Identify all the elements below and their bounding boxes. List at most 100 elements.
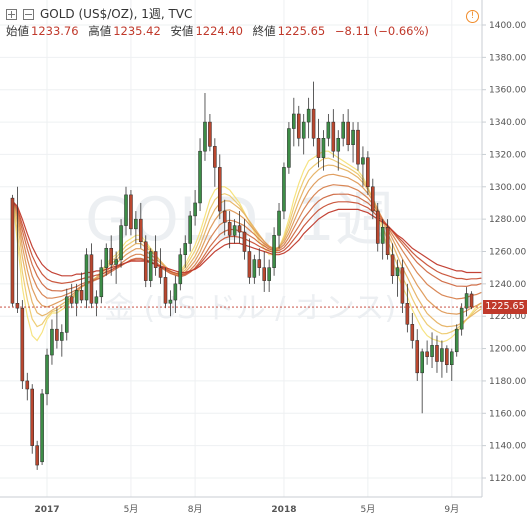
candle-body bbox=[287, 128, 291, 168]
candle-body bbox=[430, 345, 434, 357]
candle-body bbox=[272, 235, 276, 268]
candle-body bbox=[188, 215, 192, 244]
candle-body bbox=[74, 290, 79, 304]
candle-body bbox=[346, 121, 350, 145]
price-tick-label: 1380.00 bbox=[489, 53, 526, 63]
candle-body bbox=[139, 218, 143, 243]
candle-body bbox=[237, 225, 242, 233]
candle-body bbox=[425, 351, 429, 357]
candle-body bbox=[361, 157, 365, 165]
candle-body bbox=[104, 248, 109, 268]
candle-body bbox=[148, 251, 153, 281]
price-tick-label: 1240.00 bbox=[489, 280, 526, 290]
candle-body bbox=[94, 296, 99, 304]
candle-body bbox=[326, 121, 331, 139]
price-tick-label: 1120.00 bbox=[489, 474, 526, 484]
candle-body bbox=[69, 296, 74, 304]
candle-body bbox=[306, 108, 311, 123]
candle-body bbox=[341, 121, 345, 139]
candle-body bbox=[163, 277, 168, 304]
candle-body bbox=[203, 121, 207, 152]
time-tick-label: 5月 bbox=[124, 504, 139, 515]
candle-body bbox=[129, 194, 133, 230]
change-value: −8.11 (−0.66%) bbox=[334, 24, 429, 38]
candle-body bbox=[252, 259, 257, 278]
candle-body bbox=[247, 251, 252, 278]
candle-body bbox=[405, 303, 410, 325]
candle-body bbox=[114, 259, 118, 265]
candle-body bbox=[119, 225, 123, 260]
price-tick-label: 1340.00 bbox=[489, 118, 526, 128]
candle-body bbox=[435, 345, 439, 362]
candle-body bbox=[35, 445, 39, 466]
ohlc-values: 始値 1233.76 高値 1235.42 安値 1224.40 終値 1225.65 … bbox=[6, 23, 435, 39]
price-tick-label: 1220.00 bbox=[489, 312, 526, 322]
candle-body bbox=[178, 254, 183, 285]
price-axis[interactable]: 1400.00 1380.00 1360.00 1340.00 1320.00 1300.… bbox=[482, 21, 526, 484]
candle-body bbox=[213, 146, 217, 168]
price-tick-label: 1320.00 bbox=[489, 150, 526, 160]
candle-body bbox=[390, 254, 395, 277]
candle-body bbox=[296, 113, 301, 139]
candle-body bbox=[153, 251, 158, 268]
candle-body bbox=[292, 113, 296, 129]
candle-body bbox=[183, 243, 188, 255]
candle-body bbox=[410, 324, 415, 341]
candle-body bbox=[55, 328, 59, 341]
candle-body bbox=[316, 138, 321, 158]
price-tick-label: 1200.00 bbox=[489, 345, 526, 355]
low-value: 1224.40 bbox=[195, 24, 243, 38]
candle-body bbox=[450, 351, 454, 365]
candle-body bbox=[420, 351, 424, 374]
open-label: 始値 bbox=[6, 24, 29, 38]
candle-body bbox=[454, 328, 459, 353]
candle-body bbox=[459, 307, 464, 330]
candle-body bbox=[311, 108, 316, 139]
candle-body bbox=[20, 307, 25, 382]
candle-body bbox=[64, 296, 69, 333]
candle-body bbox=[282, 167, 286, 212]
time-tick-label: 2018 bbox=[271, 505, 296, 515]
candle-body bbox=[464, 293, 469, 309]
candle-body bbox=[469, 293, 474, 308]
candle-body bbox=[301, 121, 306, 139]
expand-icon[interactable] bbox=[6, 8, 17, 20]
candle-body bbox=[109, 248, 113, 265]
candle-body bbox=[242, 231, 247, 252]
candle-body bbox=[50, 328, 54, 356]
candle-body bbox=[15, 303, 20, 309]
candle-body bbox=[10, 197, 15, 304]
candle-body bbox=[79, 290, 84, 301]
candle-body bbox=[143, 241, 148, 281]
price-tick-label: 1360.00 bbox=[489, 86, 526, 96]
price-tick-label: 1260.00 bbox=[489, 248, 526, 258]
candle-body bbox=[158, 267, 163, 278]
candle-body bbox=[262, 267, 266, 281]
price-tick-label: 1400.00 bbox=[489, 21, 526, 31]
candle-body bbox=[30, 388, 34, 446]
price-tick-label: 1280.00 bbox=[489, 215, 526, 225]
close-value: 1225.65 bbox=[277, 24, 326, 38]
candle-body bbox=[371, 186, 375, 212]
candles bbox=[10, 81, 474, 470]
candle-body bbox=[440, 348, 444, 362]
time-axis[interactable]: 2017 5月 8月 2018 5月 9月 bbox=[34, 504, 459, 515]
candle-body bbox=[168, 299, 173, 304]
candle-body bbox=[222, 210, 227, 223]
high-label: 高値 bbox=[88, 24, 112, 38]
price-tick-label: 1180.00 bbox=[489, 377, 526, 387]
collapse-icon[interactable] bbox=[23, 8, 34, 20]
candle-body bbox=[321, 138, 326, 158]
grid bbox=[0, 0, 482, 497]
time-tick-label: 5月 bbox=[361, 504, 376, 515]
watermark-line2: 金 (US ドル / オンス) bbox=[104, 291, 396, 326]
high-value: 1235.42 bbox=[113, 24, 161, 38]
exclamation-circle-icon[interactable]: ! bbox=[466, 10, 479, 23]
time-tick-label: 9月 bbox=[444, 504, 459, 515]
candle-body bbox=[400, 267, 405, 304]
candle-body bbox=[45, 354, 49, 395]
candle-body bbox=[60, 332, 64, 341]
candle-body bbox=[99, 267, 104, 298]
